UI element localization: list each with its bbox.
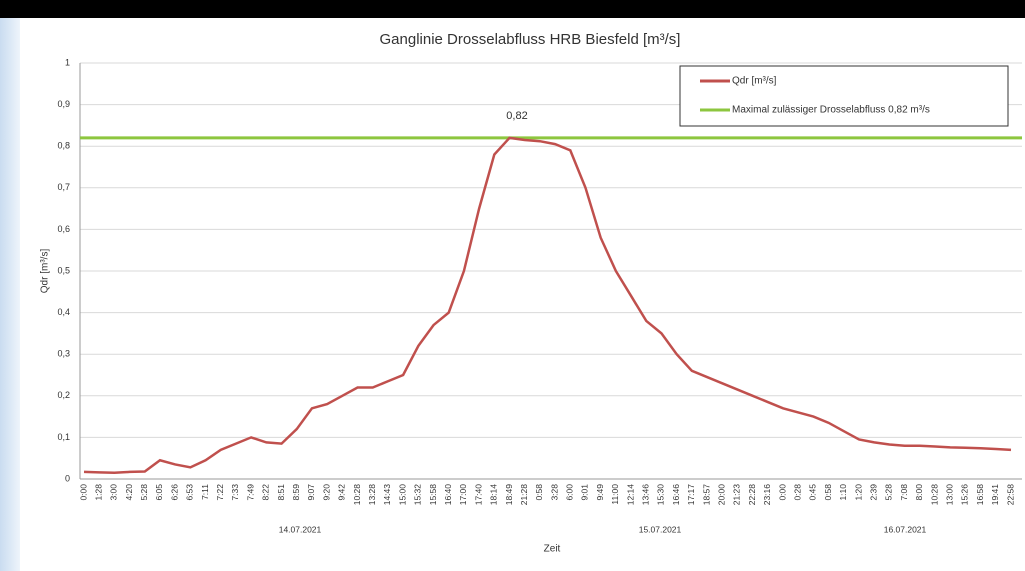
x-tick-label: 5:28: [139, 484, 149, 501]
x-tick-label: 9:49: [595, 484, 605, 501]
y-tick-label: 0,6: [57, 224, 70, 234]
y-tick-label: 0,2: [57, 390, 70, 400]
y-tick-label: 1: [65, 57, 70, 67]
x-tick-label: 11:00: [610, 484, 620, 505]
x-tick-label: 12:14: [625, 484, 635, 506]
x-tick-label: 3:00: [109, 484, 119, 501]
x-tick-label: 7:33: [230, 484, 240, 501]
x-tick-label: 16:58: [975, 484, 985, 506]
x-tick-label: 9:20: [321, 484, 331, 501]
x-tick-label: 13:46: [641, 484, 651, 506]
x-tick-label: 9:07: [306, 484, 316, 501]
x-tick-label: 15:30: [656, 484, 666, 506]
y-tick-label: 0,8: [57, 141, 70, 151]
x-tick-label: 18:49: [504, 484, 514, 506]
x-tick-label: 8:51: [276, 484, 286, 501]
x-tick-label: 23:16: [762, 484, 772, 506]
x-tick-label: 13:28: [367, 484, 377, 506]
x-tick-label: 0:45: [808, 484, 818, 501]
date-label: 16.07.2021: [884, 524, 927, 534]
x-tick-label: 7:11: [200, 484, 210, 500]
x-tick-label: 22:58: [1005, 484, 1015, 506]
x-tick-label: 7:22: [215, 484, 225, 501]
y-tick-label: 0: [65, 473, 70, 483]
top-bar: [0, 0, 1025, 18]
x-tick-label: 2:39: [868, 484, 878, 501]
x-tick-label: 6:00: [565, 484, 575, 501]
x-tick-label: 6:05: [154, 484, 164, 501]
x-tick-label: 6:26: [169, 484, 179, 501]
x-tick-label: 9:01: [580, 484, 590, 501]
x-tick-label: 6:53: [185, 484, 195, 501]
y-axis-label: Qdr [m³/s]: [40, 249, 51, 294]
x-tick-label: 9:42: [337, 484, 347, 501]
x-tick-label: 18:57: [701, 484, 711, 506]
x-tick-label: 1:10: [838, 484, 848, 501]
x-tick-label: 5:28: [884, 484, 894, 501]
legend-label: Maximal zulässiger Drosselabfluss 0,82 m…: [732, 105, 930, 116]
x-tick-label: 22:28: [747, 484, 757, 506]
chart-title: Ganglinie Drosselabfluss HRB Biesfeld [m…: [380, 31, 681, 48]
x-tick-label: 7:08: [899, 484, 909, 501]
x-axis-label: Zeit: [544, 544, 561, 555]
x-tick-label: 15:32: [413, 484, 423, 506]
x-tick-label: 8:00: [914, 484, 924, 501]
legend-label: Qdr [m³/s]: [732, 76, 777, 87]
x-tick-label: 4:20: [124, 484, 134, 501]
x-tick-label: 14:43: [382, 484, 392, 506]
x-tick-label: 8:59: [291, 484, 301, 501]
x-tick-label: 20:00: [717, 484, 727, 506]
x-tick-label: 8:22: [261, 484, 271, 501]
x-tick-label: 17:17: [686, 484, 696, 506]
x-tick-label: 16:46: [671, 484, 681, 506]
x-tick-label: 18:14: [489, 484, 499, 506]
y-tick-label: 0,4: [57, 307, 70, 317]
x-tick-label: 21:28: [519, 484, 529, 506]
side-strip: [0, 18, 20, 571]
y-tick-label: 0,1: [57, 432, 70, 442]
x-tick-label: 10:28: [929, 484, 939, 506]
x-tick-label: 7:49: [245, 484, 255, 501]
x-tick-label: 13:00: [944, 484, 954, 506]
x-tick-label: 0:00: [777, 484, 787, 501]
x-tick-label: 0:58: [534, 484, 544, 501]
x-tick-label: 21:23: [732, 484, 742, 506]
x-tick-label: 16:40: [443, 484, 453, 506]
x-tick-label: 19:41: [990, 484, 1000, 506]
x-tick-label: 0:00: [78, 484, 88, 501]
data-line: [83, 136, 1012, 475]
x-tick-label: 15:58: [428, 484, 438, 506]
x-tick-label: 15:26: [960, 484, 970, 506]
y-tick-label: 0,9: [57, 99, 70, 109]
annotation: 0,82: [506, 110, 527, 122]
x-tick-label: 1:20: [853, 484, 863, 501]
x-tick-label: 0:28: [792, 484, 802, 501]
x-tick-label: 17:00: [458, 484, 468, 506]
date-label: 15.07.2021: [639, 524, 682, 534]
y-tick-label: 0,7: [57, 182, 70, 192]
legend-box: [679, 65, 1009, 127]
x-tick-label: 3:28: [549, 484, 559, 501]
y-tick-label: 0,3: [57, 349, 70, 359]
x-tick-label: 10:28: [352, 484, 362, 506]
x-tick-label: 15:00: [397, 484, 407, 506]
y-tick-label: 0,5: [57, 265, 70, 275]
x-tick-label: 1:28: [93, 484, 103, 501]
x-tick-label: 17:40: [473, 484, 483, 506]
x-tick-label: 0:58: [823, 484, 833, 501]
date-label: 14.07.2021: [279, 524, 322, 534]
